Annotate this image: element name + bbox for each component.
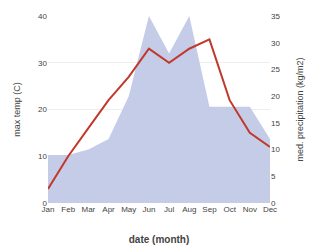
svg-text:30: 30 (271, 39, 280, 48)
svg-text:May: May (121, 205, 136, 214)
svg-text:40: 40 (38, 12, 47, 21)
svg-text:Sep: Sep (202, 205, 217, 214)
svg-text:Feb: Feb (61, 205, 75, 214)
svg-text:20: 20 (271, 92, 280, 101)
svg-text:5: 5 (271, 172, 276, 181)
svg-text:10: 10 (271, 145, 280, 154)
svg-text:max temp (C): max temp (C) (12, 82, 22, 137)
svg-text:Nov: Nov (243, 205, 257, 214)
svg-text:30: 30 (38, 59, 47, 68)
svg-text:Aug: Aug (182, 205, 196, 214)
svg-text:Jan: Jan (42, 205, 55, 214)
svg-text:Apr: Apr (102, 205, 115, 214)
svg-text:date (month): date (month) (129, 234, 190, 245)
svg-text:Jun: Jun (142, 205, 155, 214)
svg-text:Jul: Jul (164, 205, 174, 214)
svg-text:0: 0 (271, 199, 276, 208)
svg-text:Dec: Dec (263, 205, 277, 214)
svg-text:Oct: Oct (223, 205, 236, 214)
svg-text:med. precipitation (kg/m2): med. precipitation (kg/m2) (295, 57, 305, 161)
svg-text:0: 0 (43, 199, 48, 208)
svg-text:20: 20 (38, 105, 47, 114)
svg-text:15: 15 (271, 119, 280, 128)
svg-text:35: 35 (271, 12, 280, 21)
svg-text:Mar: Mar (81, 205, 95, 214)
svg-text:25: 25 (271, 65, 280, 74)
svg-text:10: 10 (38, 152, 47, 161)
